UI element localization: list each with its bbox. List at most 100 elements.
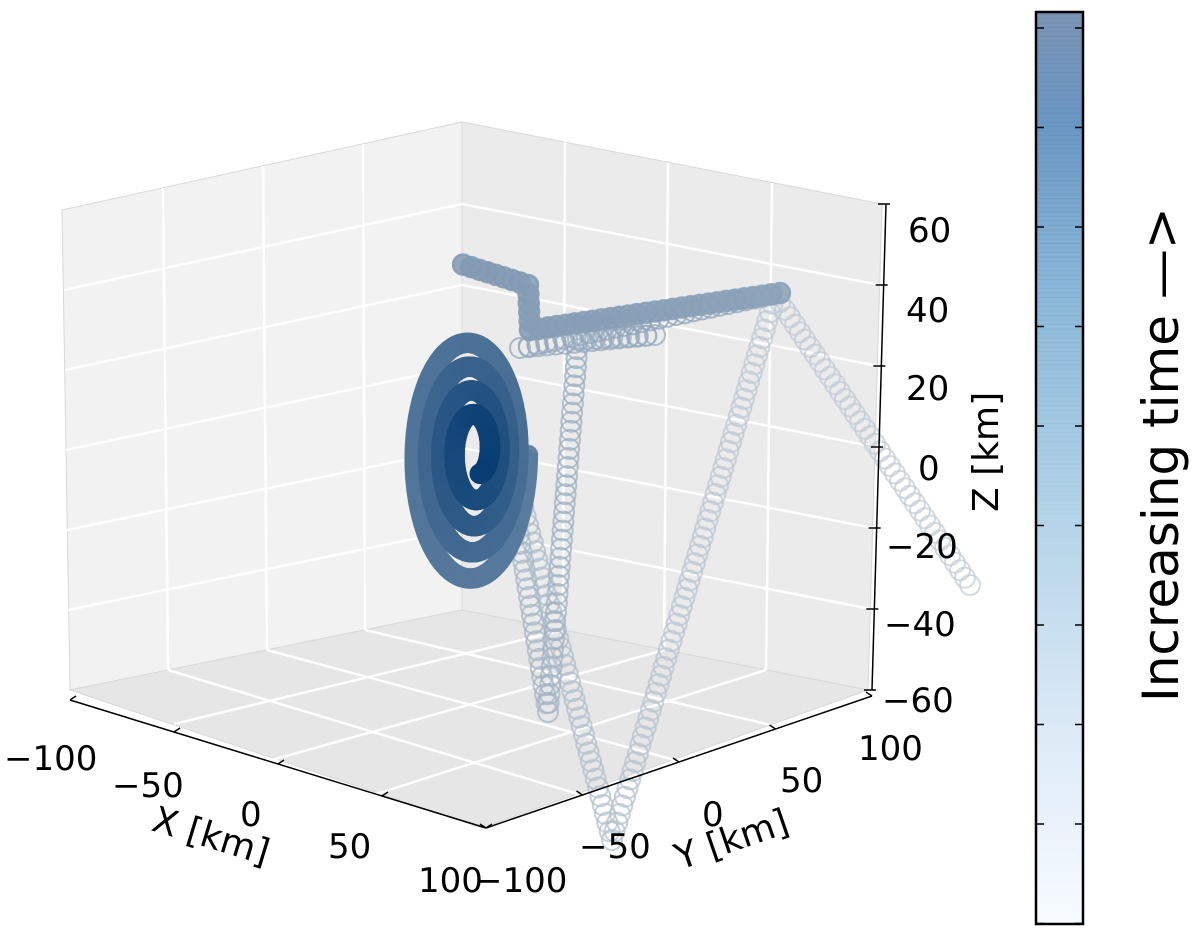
trajectory-marker [699, 500, 722, 523]
trajectory-marker [824, 373, 846, 396]
trajectory-marker [959, 574, 981, 596]
z-tick-label: −40 [884, 605, 956, 645]
trajectory-marker [652, 656, 675, 678]
trajectory-marker [545, 601, 567, 624]
trajectory-marker [689, 534, 711, 557]
trajectory-marker [582, 759, 605, 781]
trajectory-marker [899, 484, 921, 507]
trajectory-marker [635, 324, 657, 347]
trajectory-marker [601, 829, 623, 851]
trajectory-marker [809, 350, 831, 373]
trajectory-marker [707, 474, 730, 497]
trajectory-marker [515, 568, 538, 591]
trajectory-marker [789, 321, 811, 344]
trajectory-marker [839, 395, 861, 418]
trajectory-marker [551, 519, 574, 542]
trajectory-marker [894, 477, 916, 500]
trajectory-marker [509, 337, 531, 359]
trajectory-marker [566, 697, 588, 720]
trajectory-marker [904, 492, 926, 515]
trajectory-marker [564, 356, 587, 379]
trajectory-marker [849, 410, 871, 433]
trajectory-marker [722, 422, 745, 445]
trajectory-marker [616, 777, 639, 800]
trajectory-marker [632, 725, 654, 748]
trajectory-marker [673, 586, 696, 609]
trajectory-marker [879, 455, 901, 477]
trajectory-marker [779, 306, 801, 329]
trajectory-marker [720, 431, 742, 454]
trajectory-marker [642, 690, 665, 713]
y-tick-label: −100 [474, 861, 567, 901]
z-tick-label: −20 [886, 527, 958, 567]
trajectory-marker [543, 619, 566, 642]
trajectory-marker [538, 682, 561, 705]
trajectory-marker [562, 383, 585, 406]
trajectory-marker [545, 592, 568, 615]
trajectory-marker [528, 647, 551, 670]
trajectory-marker [563, 374, 586, 397]
trajectory-marker [568, 706, 591, 729]
trajectory-marker [553, 492, 576, 515]
trajectory-marker [683, 552, 706, 575]
trajectory-marker [784, 313, 806, 336]
trajectory-marker [738, 370, 761, 393]
axis-tick [672, 757, 680, 763]
trajectory-marker [924, 521, 946, 544]
trajectory-marker [539, 664, 562, 687]
trajectory-marker [619, 768, 642, 791]
trajectory-marker [626, 325, 648, 348]
trajectory-marker [556, 465, 578, 488]
x-tick-labels: −100 −50 0 50 100 [4, 739, 483, 901]
trajectory-marker [577, 741, 600, 764]
trajectory-marker [954, 566, 976, 589]
trajectory-marker [874, 447, 896, 470]
trajectory-marker [552, 510, 575, 533]
trajectory-marker [694, 517, 717, 540]
x-tick-label: 50 [328, 827, 371, 867]
trajectory-marker [549, 546, 572, 569]
trajectory-marker [819, 365, 841, 388]
trajectory-marker [513, 559, 536, 582]
trajectory-marker [548, 555, 571, 578]
y-tick-label: 50 [780, 761, 823, 801]
trajectory-marker [553, 501, 576, 524]
trajectory-marker [561, 392, 584, 415]
trajectory-marker [624, 751, 647, 774]
trajectory-marker [621, 759, 644, 782]
y-tick-label: 0 [702, 795, 724, 835]
trajectory-marker [637, 707, 660, 730]
trajectory-marker [753, 318, 776, 341]
trajectory-marker [663, 621, 686, 644]
trajectory-marker [714, 448, 737, 471]
axis-tick [69, 695, 77, 701]
trajectory-marker [451, 253, 475, 276]
trajectory-marker [557, 447, 580, 469]
trajectory-marker [565, 347, 588, 370]
trajectory-marker [598, 820, 621, 843]
trajectory-marker [564, 365, 587, 388]
z-tick-labels: −60 −40 −20 0 20 40 60 [882, 211, 958, 721]
trajectory-marker [735, 379, 758, 402]
trajectory-marker [516, 577, 539, 600]
trajectory-marker [696, 508, 719, 531]
trajectory-marker [608, 803, 631, 825]
trajectory-marker [539, 673, 562, 696]
y-tick-label: 100 [858, 729, 923, 769]
trajectory-marker [743, 353, 766, 376]
trajectory-marker [939, 544, 961, 567]
trajectory-marker [650, 664, 673, 687]
trajectory-marker [740, 361, 763, 384]
trajectory-marker [561, 401, 584, 424]
trajectory-marker [560, 410, 583, 433]
trajectory-marker [550, 537, 573, 560]
trajectory-marker [934, 536, 956, 559]
trajectory-marker [596, 811, 619, 834]
trajectory-marker [814, 358, 836, 381]
trajectory-marker [589, 785, 612, 808]
trajectory-marker [629, 733, 652, 756]
colorbar-stripes [1037, 13, 1082, 492]
trajectory-marker [573, 724, 595, 746]
trajectory-marker [712, 457, 735, 479]
